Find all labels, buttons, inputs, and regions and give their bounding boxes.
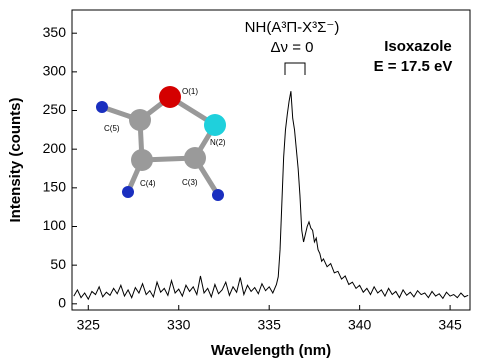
x-tick-label: 335: [258, 317, 282, 333]
y-axis-label: Intensity (counts): [7, 97, 24, 222]
atom-label: C(5): [104, 124, 120, 133]
atom-label: N(2): [210, 138, 226, 147]
y-tick-label: 100: [43, 217, 67, 233]
x-tick-label: 340: [348, 317, 372, 333]
x-tick-label: 345: [438, 317, 462, 333]
atom-label: C(3): [182, 178, 198, 187]
y-tick-label: 300: [43, 63, 67, 79]
x-tick-label: 330: [167, 317, 191, 333]
x-tick-label: 325: [77, 317, 101, 333]
molecule-inset: O(1) N(2) C(3) C(4) C(5): [96, 86, 226, 201]
atom-label: O(1): [182, 87, 198, 96]
atom-label: C(4): [140, 179, 156, 188]
annotation: Δν = 0: [271, 39, 314, 56]
chart: O(1) N(2) C(3) C(4) C(5) NH(A³Π-X³Σ⁻) Δν…: [0, 0, 479, 361]
y-tick-label: 350: [43, 24, 67, 40]
annotation: E = 17.5 eV: [374, 58, 453, 75]
y-tick-label: 0: [58, 295, 66, 311]
y-tick-label: 200: [43, 140, 67, 156]
y-tick-label: 250: [43, 101, 67, 117]
y-tick-label: 150: [43, 179, 67, 195]
y-tick-label: 50: [50, 256, 66, 272]
x-axis-label: Wavelength (nm): [211, 342, 331, 359]
annotation: Isoxazole: [384, 38, 452, 55]
annotation: NH(A³Π-X³Σ⁻): [245, 19, 340, 36]
bracket: [285, 63, 305, 75]
